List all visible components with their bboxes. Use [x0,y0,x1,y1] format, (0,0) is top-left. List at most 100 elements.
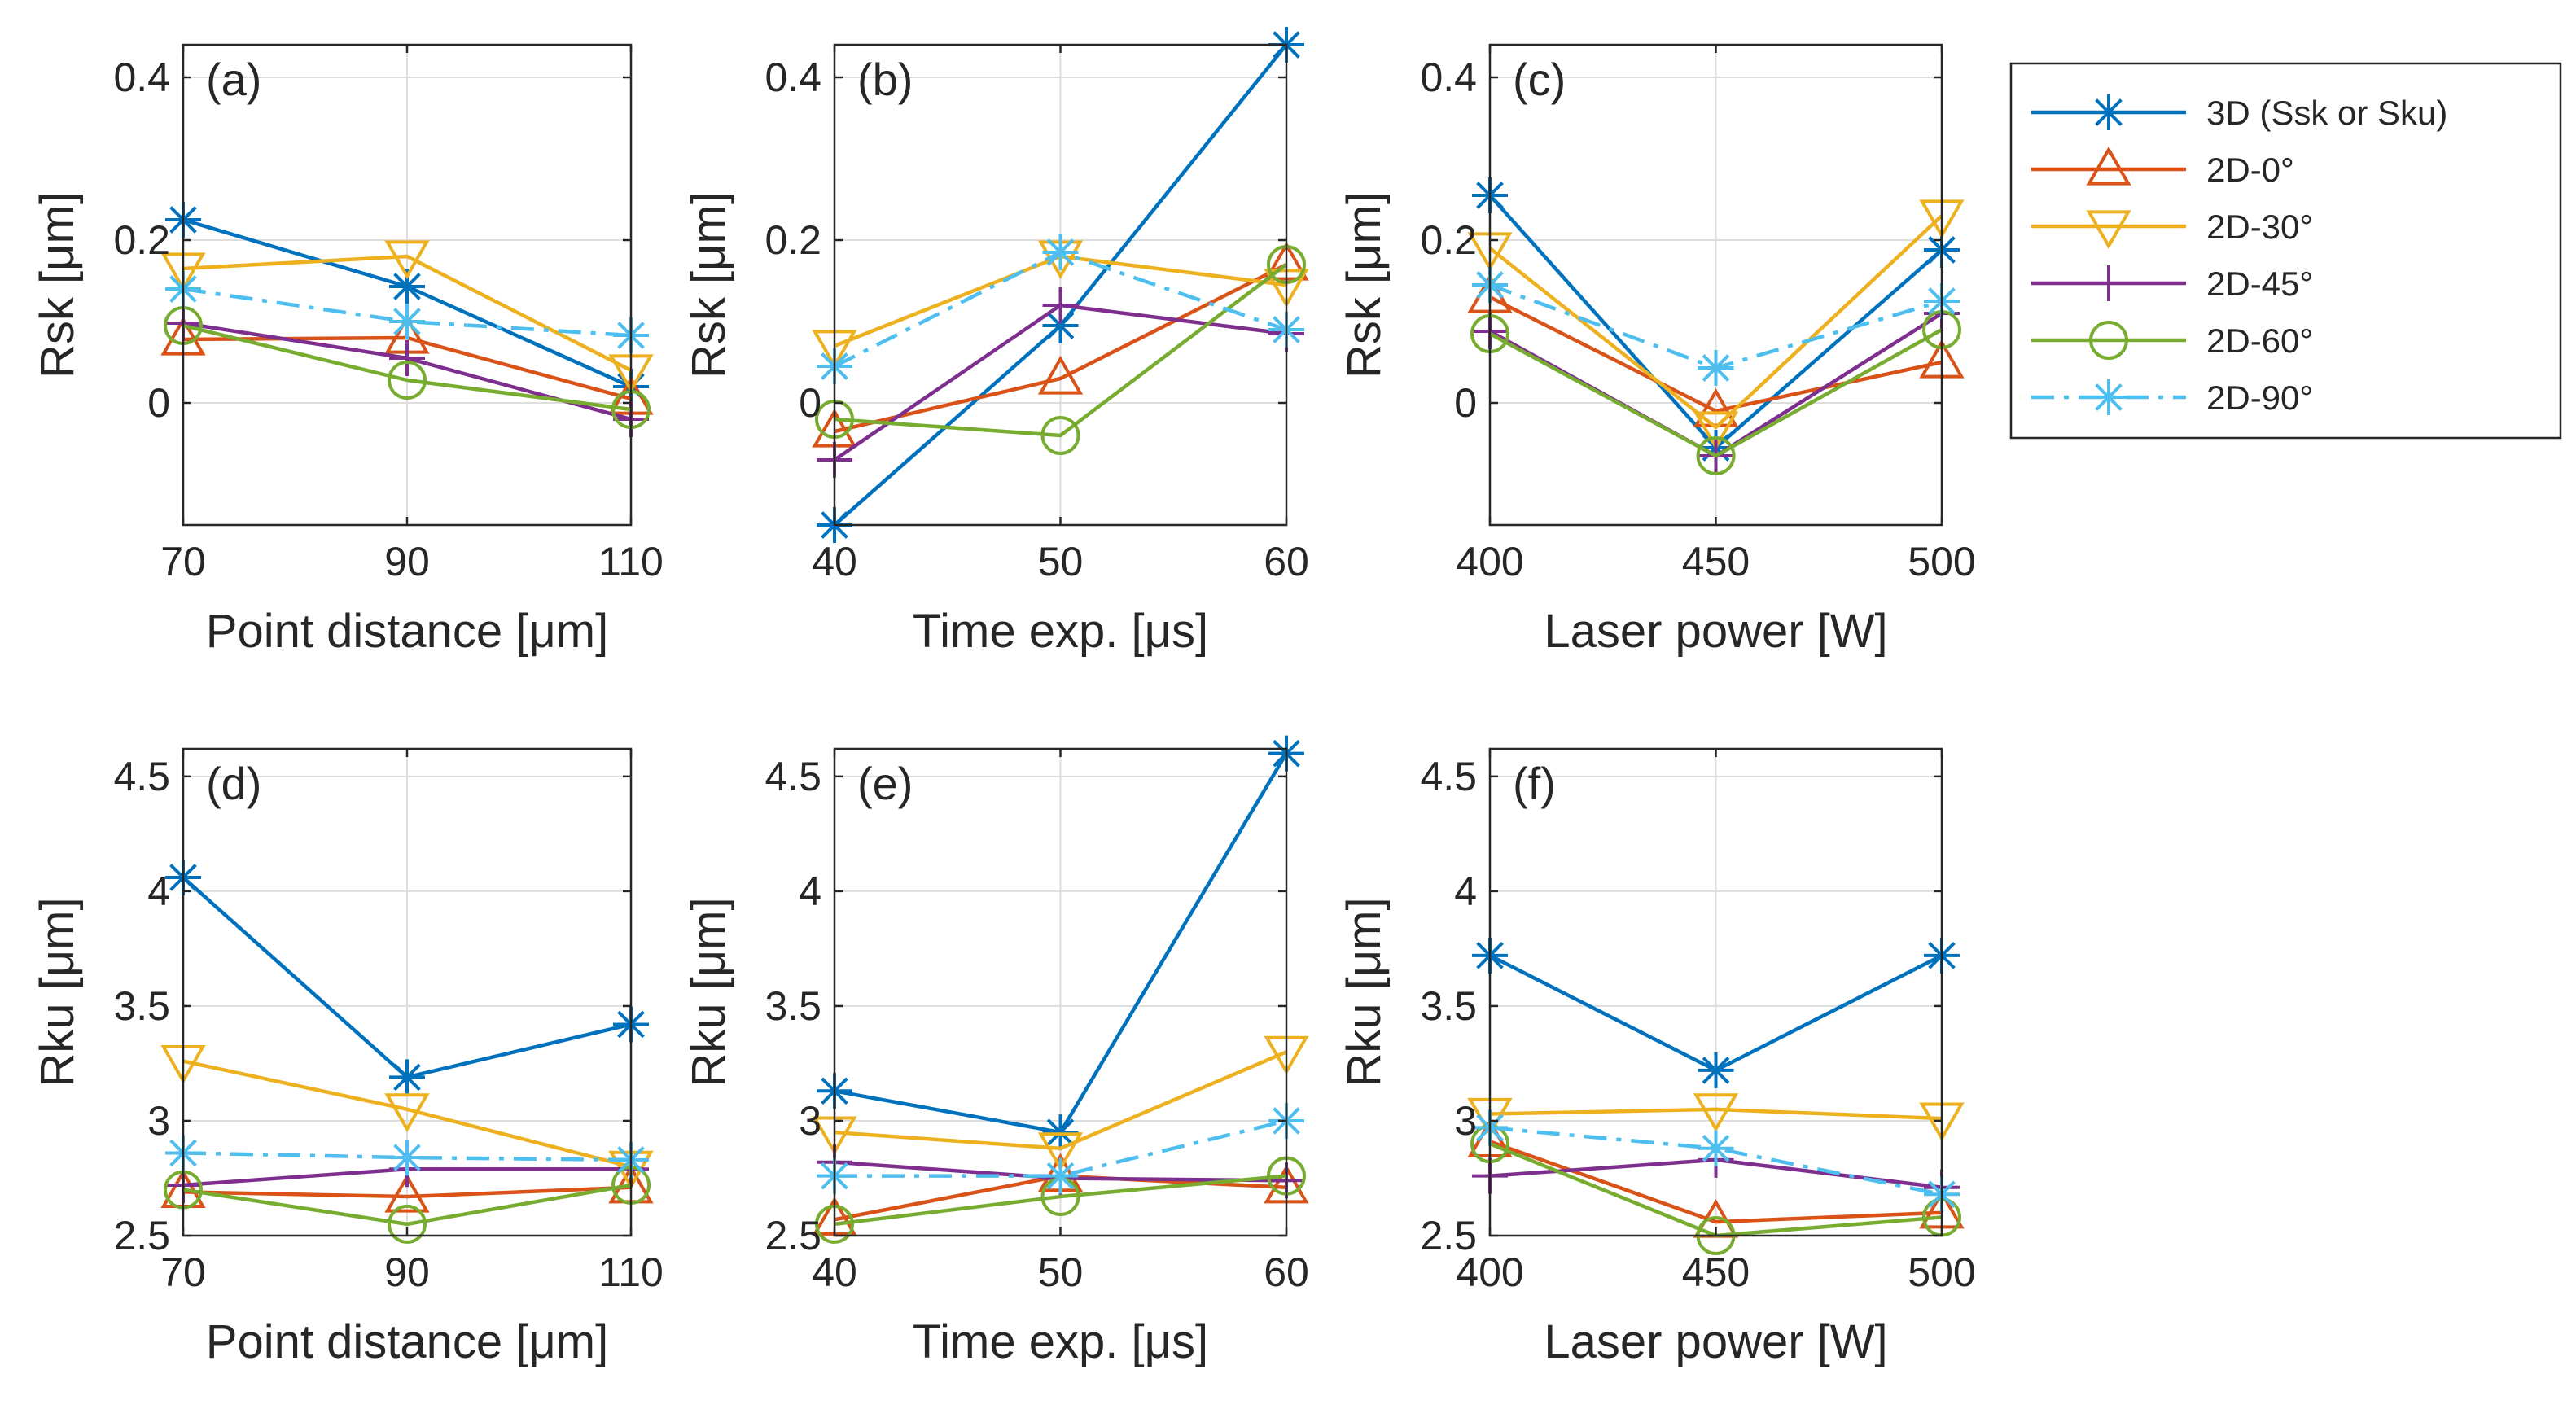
y-tick-label: 3 [799,1098,821,1144]
panel-a: 70 90 110 0 0.2 0.4 Point distance [μm] Rsk [μm… [31,43,664,658]
legend-entry: 2D-45° [2031,265,2313,303]
panel-d: 70 90 110 2.5 3 3.5 4 4.5 Point distance [μm] Rku… [31,747,664,1368]
x-tick-label: 110 [598,1249,664,1295]
y-tick-label: 4.5 [764,754,821,799]
legend-label: 2D-30° [2206,208,2313,246]
x-tick-label: 90 [384,1249,430,1295]
panel-f: 400 450 500 2.5 3 3.5 4 4.5 Laser power [W] Rku [… [1338,747,1976,1368]
y-tick-label: 4.5 [113,754,170,799]
x-tick-label: 50 [1038,539,1084,584]
legend-label: 2D-45° [2206,265,2313,303]
data-point [384,240,430,280]
x-tick-label: 110 [598,539,664,584]
data-point [1693,1093,1739,1133]
x-axis-label: Time exp. [μs] [913,1315,1208,1368]
y-tick-label: 0.4 [113,55,170,100]
data-point [389,269,425,304]
series-line [182,323,632,412]
x-tick-label: 400 [1456,1249,1523,1295]
y-tick-label: 3 [147,1098,170,1144]
data-point [384,1173,430,1213]
data-point [389,340,425,376]
y-tick-label: 0.2 [764,217,821,263]
y-tick-label: 3.5 [1420,983,1477,1029]
x-axis-label: Point distance [μm] [206,1315,608,1368]
panel-label: (e) [857,758,913,809]
legend-label: 2D-90° [2206,379,2313,417]
x-tick-label: 40 [812,539,857,584]
legend-marker [2086,146,2131,186]
data-point [1042,234,1079,270]
x-tick-label: 500 [1908,1249,1975,1295]
data-point [1698,1130,1734,1166]
x-axis-label: Point distance [μm] [206,605,608,658]
y-tick-label: 0.4 [764,55,821,100]
series-line [1488,214,1943,430]
series-line [1488,295,1943,414]
y-tick-label: 4 [147,869,170,914]
data-point [389,304,425,339]
y-tick-label: 0 [799,380,821,426]
legend-marker [2086,210,2131,250]
panel-label: (a) [206,54,261,105]
y-tick-label: 3.5 [113,983,170,1029]
x-tick-label: 60 [1264,1249,1309,1295]
panel-label: (f) [1513,758,1556,809]
x-tick-label: 50 [1038,1249,1084,1295]
series-line [1489,1140,1943,1224]
y-tick-label: 0.2 [1420,217,1477,263]
data-point [1698,350,1734,386]
x-tick-label: 40 [812,1249,857,1295]
x-axis-label: Laser power [W] [1544,605,1887,658]
x-tick-label: 90 [384,539,430,584]
series-line [1489,1107,1943,1121]
data-point [1037,355,1084,395]
y-axis-label: Rsk [μm] [1338,191,1391,379]
series-line [182,1059,632,1169]
panel-label: (d) [206,758,261,809]
legend-marker [2091,265,2127,301]
legend-label: 3D (Ssk or Sku) [2206,94,2447,132]
x-axis-label: Laser power [W] [1544,1315,1887,1368]
data-point [1696,436,1736,475]
series-line [182,1183,632,1227]
legend-marker [2089,321,2128,360]
data-point [1042,1114,1079,1151]
y-tick-label: 4 [1454,869,1477,914]
series-line [834,263,1288,438]
series-line [182,254,633,373]
y-tick-label: 0.2 [113,217,170,263]
y-tick-label: 2.5 [113,1213,170,1258]
legend-entry: 2D-30° [2031,208,2313,250]
x-tick-label: 450 [1682,539,1750,584]
panel-e: 40 50 60 2.5 3 3.5 4 4.5 Time exp. [μs] Rku [μm] (… [682,735,1309,1368]
legend-entry: 2D-0° [2031,146,2294,189]
x-tick-label: 500 [1908,539,1975,584]
y-tick-label: 0.4 [1420,55,1477,100]
data-point [389,1140,425,1176]
x-tick-label: 400 [1456,539,1523,584]
series-line [834,1174,1287,1227]
y-tick-label: 3.5 [764,983,821,1029]
legend-box [2009,62,2562,440]
legend-entry: 2D-60° [2031,321,2313,360]
y-tick-label: 4.5 [1420,754,1477,799]
data-point [1693,411,1739,451]
x-tick-label: 60 [1264,539,1309,584]
data-point [388,361,427,400]
legend-marker [2091,379,2127,415]
series-line [1489,1126,1943,1197]
x-tick-label: 450 [1682,1249,1750,1295]
data-point [1042,287,1079,323]
y-axis-label: Rku [μm] [31,897,84,1087]
y-axis-label: Rku [μm] [682,897,735,1087]
series-line [182,1185,632,1199]
y-axis-label: Rku [μm] [1338,897,1391,1087]
panel-label: (c) [1513,54,1566,105]
data-point [388,1204,427,1244]
y-tick-label: 2.5 [1420,1213,1477,1258]
legend-label: 2D-60° [2206,322,2313,360]
data-point [1042,308,1079,343]
data-point [389,1059,425,1096]
